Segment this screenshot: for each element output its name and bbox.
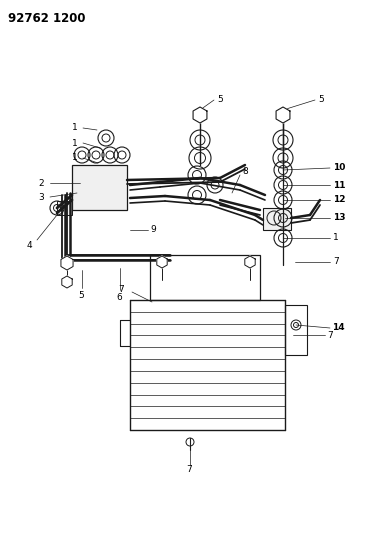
Text: 10: 10 (333, 164, 345, 173)
Text: 1: 1 (72, 124, 78, 133)
Polygon shape (61, 256, 73, 270)
Text: 12: 12 (333, 196, 346, 205)
Bar (72, 165, 127, 210)
Polygon shape (276, 107, 290, 123)
Polygon shape (193, 107, 207, 123)
Text: 6: 6 (116, 294, 122, 303)
Text: 13: 13 (333, 214, 346, 222)
Text: 4: 4 (27, 240, 33, 249)
Text: 7: 7 (118, 286, 124, 295)
Text: 3: 3 (38, 192, 44, 201)
Text: 1: 1 (72, 154, 78, 163)
Polygon shape (62, 276, 72, 288)
Text: 14: 14 (332, 324, 344, 333)
Polygon shape (245, 256, 255, 268)
Text: 9: 9 (150, 225, 156, 235)
Text: 2: 2 (38, 179, 44, 188)
Text: 7: 7 (327, 330, 333, 340)
Text: 7: 7 (333, 257, 339, 266)
Bar (263, 208, 291, 230)
Text: 5: 5 (217, 95, 223, 104)
Text: 11: 11 (333, 181, 346, 190)
Text: 1: 1 (333, 233, 339, 243)
Bar (150, 255, 260, 300)
Bar (285, 305, 307, 355)
Polygon shape (157, 256, 167, 268)
Text: 92762 1200: 92762 1200 (8, 12, 86, 25)
Text: 5: 5 (318, 95, 324, 104)
Text: 7: 7 (186, 465, 192, 474)
Text: 5: 5 (78, 292, 84, 301)
Bar (57, 201, 72, 215)
Text: 8: 8 (242, 167, 248, 176)
Text: 1: 1 (72, 139, 78, 148)
